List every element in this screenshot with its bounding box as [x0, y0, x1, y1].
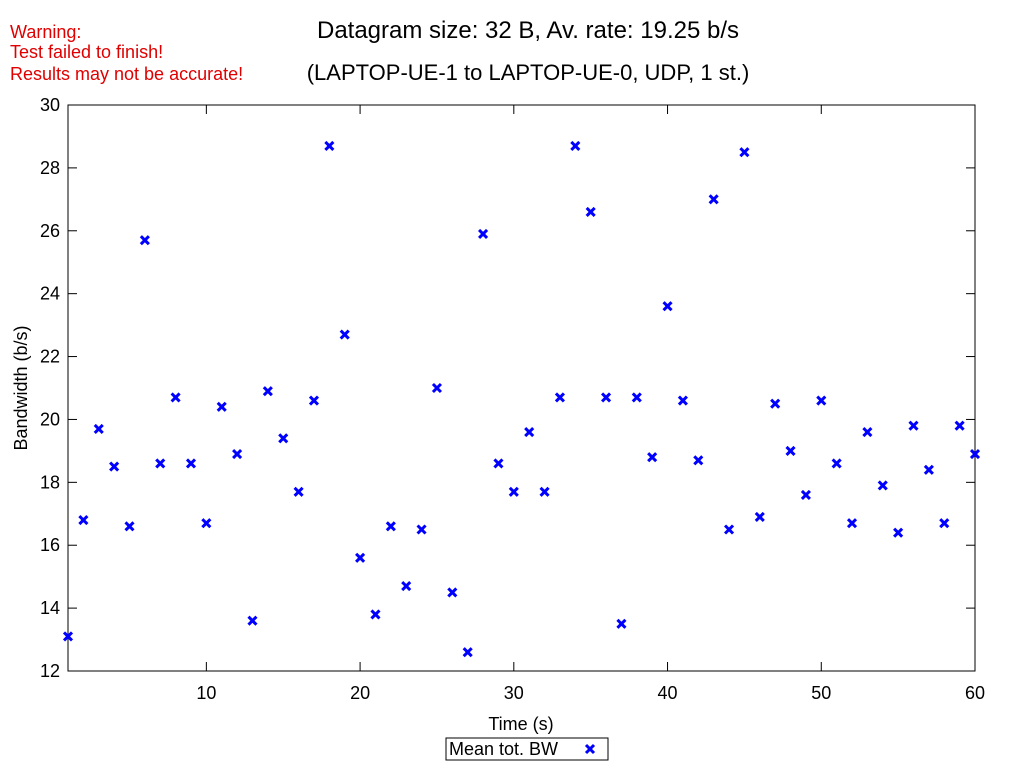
legend-box: [445, 737, 609, 761]
data-point: [508, 486, 519, 497]
x-tick-label: 40: [658, 683, 678, 703]
data-point: [539, 486, 550, 497]
y-tick-label: 16: [40, 535, 60, 555]
legend-label: Mean tot. BW: [449, 739, 558, 759]
data-point: [570, 140, 581, 151]
y-axis-label: Bandwidth (b/s): [11, 325, 31, 450]
data-point: [693, 455, 704, 466]
data-point: [355, 552, 366, 563]
data-point: [677, 395, 688, 406]
data-point: [631, 392, 642, 403]
y-axis: 12 14 16 18 20 22 24 26 28 30: [40, 95, 975, 681]
y-tick-label: 14: [40, 598, 60, 618]
data-point: [462, 647, 473, 658]
data-point: [600, 392, 612, 403]
data-point: [416, 524, 427, 535]
data-point: [170, 392, 181, 403]
data-point: [708, 194, 719, 205]
data-point: [923, 464, 934, 475]
data-point: [862, 426, 873, 438]
data-point: [493, 458, 504, 469]
data-point: [616, 618, 627, 629]
x-tick-label: 10: [196, 683, 216, 703]
data-point: [139, 235, 150, 246]
scatter-series: [62, 140, 981, 658]
data-point: [278, 433, 289, 444]
data-point: [785, 445, 796, 456]
data-point: [93, 423, 104, 434]
plot-area-frame: [67, 104, 976, 672]
data-point: [62, 631, 74, 642]
data-point: [262, 386, 273, 397]
data-point: [969, 448, 981, 460]
y-tick-label: 24: [40, 284, 60, 304]
y-tick-label: 12: [40, 661, 60, 681]
x-axis: 10 20 30 40 50 60: [196, 105, 985, 703]
data-point: [754, 511, 765, 522]
data-point: [109, 461, 120, 472]
data-point: [954, 420, 965, 431]
data-point: [370, 609, 381, 620]
data-point: [877, 480, 888, 491]
data-point: [155, 458, 166, 469]
y-tick-label: 28: [40, 158, 60, 178]
x-axis-label: Time (s): [488, 714, 553, 734]
data-point: [293, 486, 304, 497]
data-point: [78, 515, 89, 526]
x-tick-label: 60: [965, 683, 985, 703]
data-point: [831, 458, 842, 469]
data-point: [846, 518, 858, 529]
data-point: [431, 382, 443, 394]
data-point: [324, 140, 335, 151]
data-point: [723, 524, 735, 535]
data-point: [800, 489, 811, 500]
y-tick-label: 18: [40, 472, 60, 492]
data-point: [124, 521, 135, 532]
warning-results-inaccurate: Results may not be accurate!: [10, 64, 243, 84]
chart-title: Datagram size: 32 B, Av. rate: 19.25 b/s: [317, 17, 739, 44]
data-point: [308, 395, 320, 406]
data-point: [739, 147, 750, 158]
y-tick-label: 30: [40, 95, 60, 115]
data-point: [478, 228, 489, 239]
data-point: [647, 452, 658, 463]
data-point: [939, 518, 950, 529]
data-point: [770, 398, 781, 409]
warning-test-failed: Test failed to finish!: [10, 42, 163, 62]
data-point: [447, 587, 458, 598]
data-point: [385, 521, 396, 532]
x-tick-label: 50: [811, 683, 831, 703]
data-point: [816, 395, 827, 406]
data-point: [554, 392, 565, 403]
legend: Mean tot. BW: [445, 737, 609, 761]
data-point: [893, 527, 904, 538]
data-point: [662, 301, 673, 312]
data-point: [185, 458, 197, 469]
data-point: [232, 448, 243, 460]
data-point: [201, 518, 212, 529]
chart-subtitle: (LAPTOP-UE-1 to LAPTOP-UE-0, UDP, 1 st.): [307, 60, 750, 85]
x-tick-label: 30: [504, 683, 524, 703]
data-point: [585, 206, 596, 217]
x-tick-label: 20: [350, 683, 370, 703]
y-tick-label: 20: [40, 409, 60, 429]
data-point: [908, 420, 919, 431]
data-point: [524, 426, 535, 438]
data-point: [339, 329, 350, 340]
legend-marker-x: [584, 743, 596, 755]
y-tick-label: 22: [40, 347, 60, 367]
warning-heading: Warning:: [10, 22, 81, 42]
data-point: [216, 401, 227, 412]
legend-x-marker-icon: [584, 743, 596, 755]
data-point: [247, 615, 258, 626]
data-point: [401, 581, 412, 592]
y-tick-label: 26: [40, 221, 60, 241]
